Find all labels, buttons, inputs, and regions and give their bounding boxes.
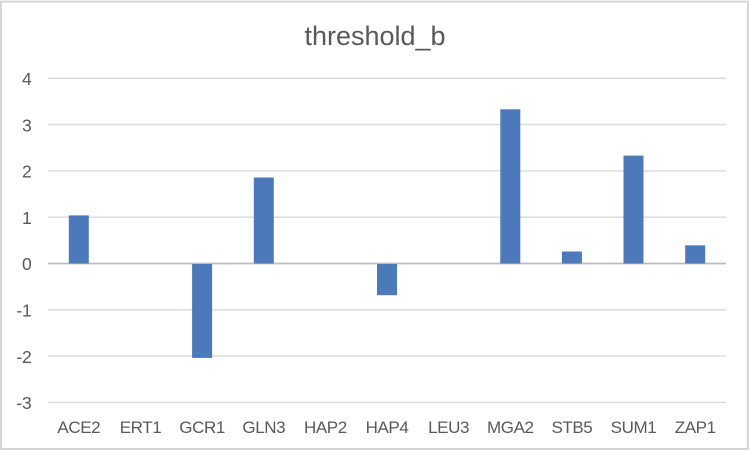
svg-text:HAP2: HAP2	[304, 418, 347, 437]
svg-text:2: 2	[22, 162, 32, 182]
svg-text:0: 0	[22, 254, 32, 274]
svg-text:4: 4	[22, 69, 32, 89]
svg-text:-2: -2	[16, 347, 31, 367]
svg-text:HAP4: HAP4	[366, 418, 409, 437]
svg-text:ZAP1: ZAP1	[675, 418, 716, 437]
svg-text:MGA2: MGA2	[487, 418, 534, 437]
svg-text:SUM1: SUM1	[611, 418, 657, 437]
svg-text:GCR1: GCR1	[179, 418, 225, 437]
svg-text:ACE2: ACE2	[57, 418, 100, 437]
svg-text:-3: -3	[16, 393, 31, 413]
svg-text:1: 1	[22, 208, 32, 228]
svg-text:GLN3: GLN3	[242, 418, 285, 437]
svg-text:3: 3	[22, 115, 32, 135]
svg-text:threshold_b: threshold_b	[304, 21, 445, 51]
svg-text:-1: -1	[16, 301, 31, 321]
svg-text:ERT1: ERT1	[120, 418, 162, 437]
svg-text:LEU3: LEU3	[428, 418, 469, 437]
svg-text:STB5: STB5	[551, 418, 592, 437]
